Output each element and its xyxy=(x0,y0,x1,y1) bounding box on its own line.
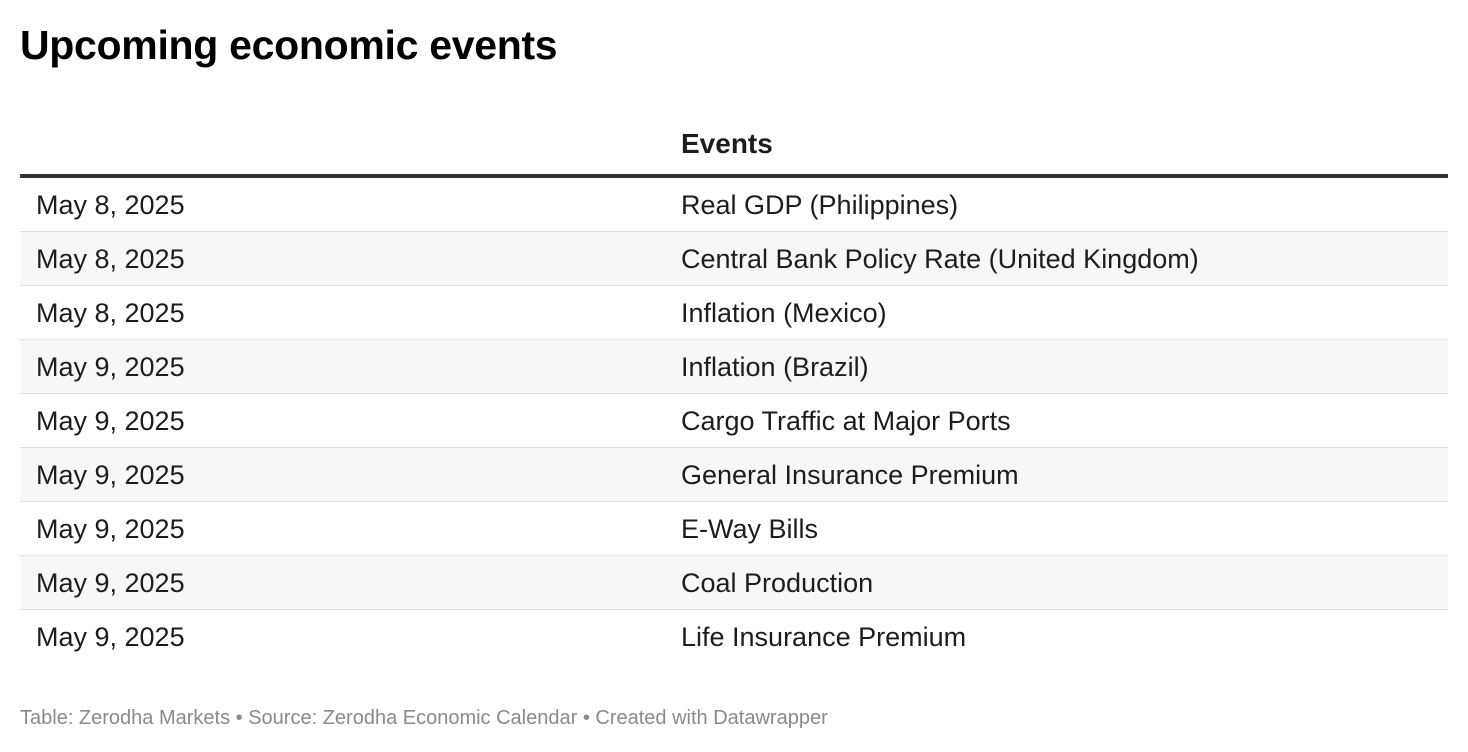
cell-date: May 9, 2025 xyxy=(36,460,185,490)
table-row: May 8, 2025 Inflation (Mexico) xyxy=(20,286,1448,340)
cell-date: May 8, 2025 xyxy=(36,190,185,220)
table-row: May 9, 2025 Life Insurance Premium xyxy=(20,610,1448,664)
cell-event: Real GDP (Philippines) xyxy=(681,190,959,220)
table-row: May 9, 2025 Coal Production xyxy=(20,556,1448,610)
table-row: May 9, 2025 Inflation (Brazil) xyxy=(20,340,1448,394)
table-header: Events xyxy=(20,118,1448,178)
table-row: May 8, 2025 Real GDP (Philippines) xyxy=(20,178,1448,232)
cell-event: Cargo Traffic at Major Ports xyxy=(681,406,1011,436)
cell-event: E-Way Bills xyxy=(681,514,819,544)
cell-date: May 8, 2025 xyxy=(36,244,185,274)
cell-event: Life Insurance Premium xyxy=(681,622,967,652)
table-row: May 9, 2025 General Insurance Premium xyxy=(20,448,1448,502)
cell-event: Inflation (Mexico) xyxy=(681,298,887,328)
cell-event: Central Bank Policy Rate (United Kingdom… xyxy=(681,244,1199,274)
table-row: May 9, 2025 E-Way Bills xyxy=(20,502,1448,556)
cell-event: Inflation (Brazil) xyxy=(681,352,869,382)
cell-date: May 9, 2025 xyxy=(36,406,185,436)
table-row: May 9, 2025 Cargo Traffic at Major Ports xyxy=(20,394,1448,448)
table-body: May 8, 2025 Real GDP (Philippines) May 8, … xyxy=(20,178,1448,664)
cell-event: General Insurance Premium xyxy=(681,460,1019,490)
cell-date: May 9, 2025 xyxy=(36,514,185,544)
table-row: May 8, 2025 Central Bank Policy Rate (Uni… xyxy=(20,232,1448,286)
cell-date: May 9, 2025 xyxy=(36,568,185,598)
source-footer: Table: Zerodha Markets • Source: Zerodha… xyxy=(20,707,828,729)
column-header-events[interactable]: Events xyxy=(681,128,773,159)
cell-date: May 8, 2025 xyxy=(36,298,185,328)
cell-date: May 9, 2025 xyxy=(36,622,185,652)
cell-date: May 9, 2025 xyxy=(36,352,185,382)
events-table: Events May 8, 2025 Real GDP (Philippines)… xyxy=(20,118,1448,664)
page-title: Upcoming economic events xyxy=(20,22,558,68)
cell-event: Coal Production xyxy=(681,568,874,598)
